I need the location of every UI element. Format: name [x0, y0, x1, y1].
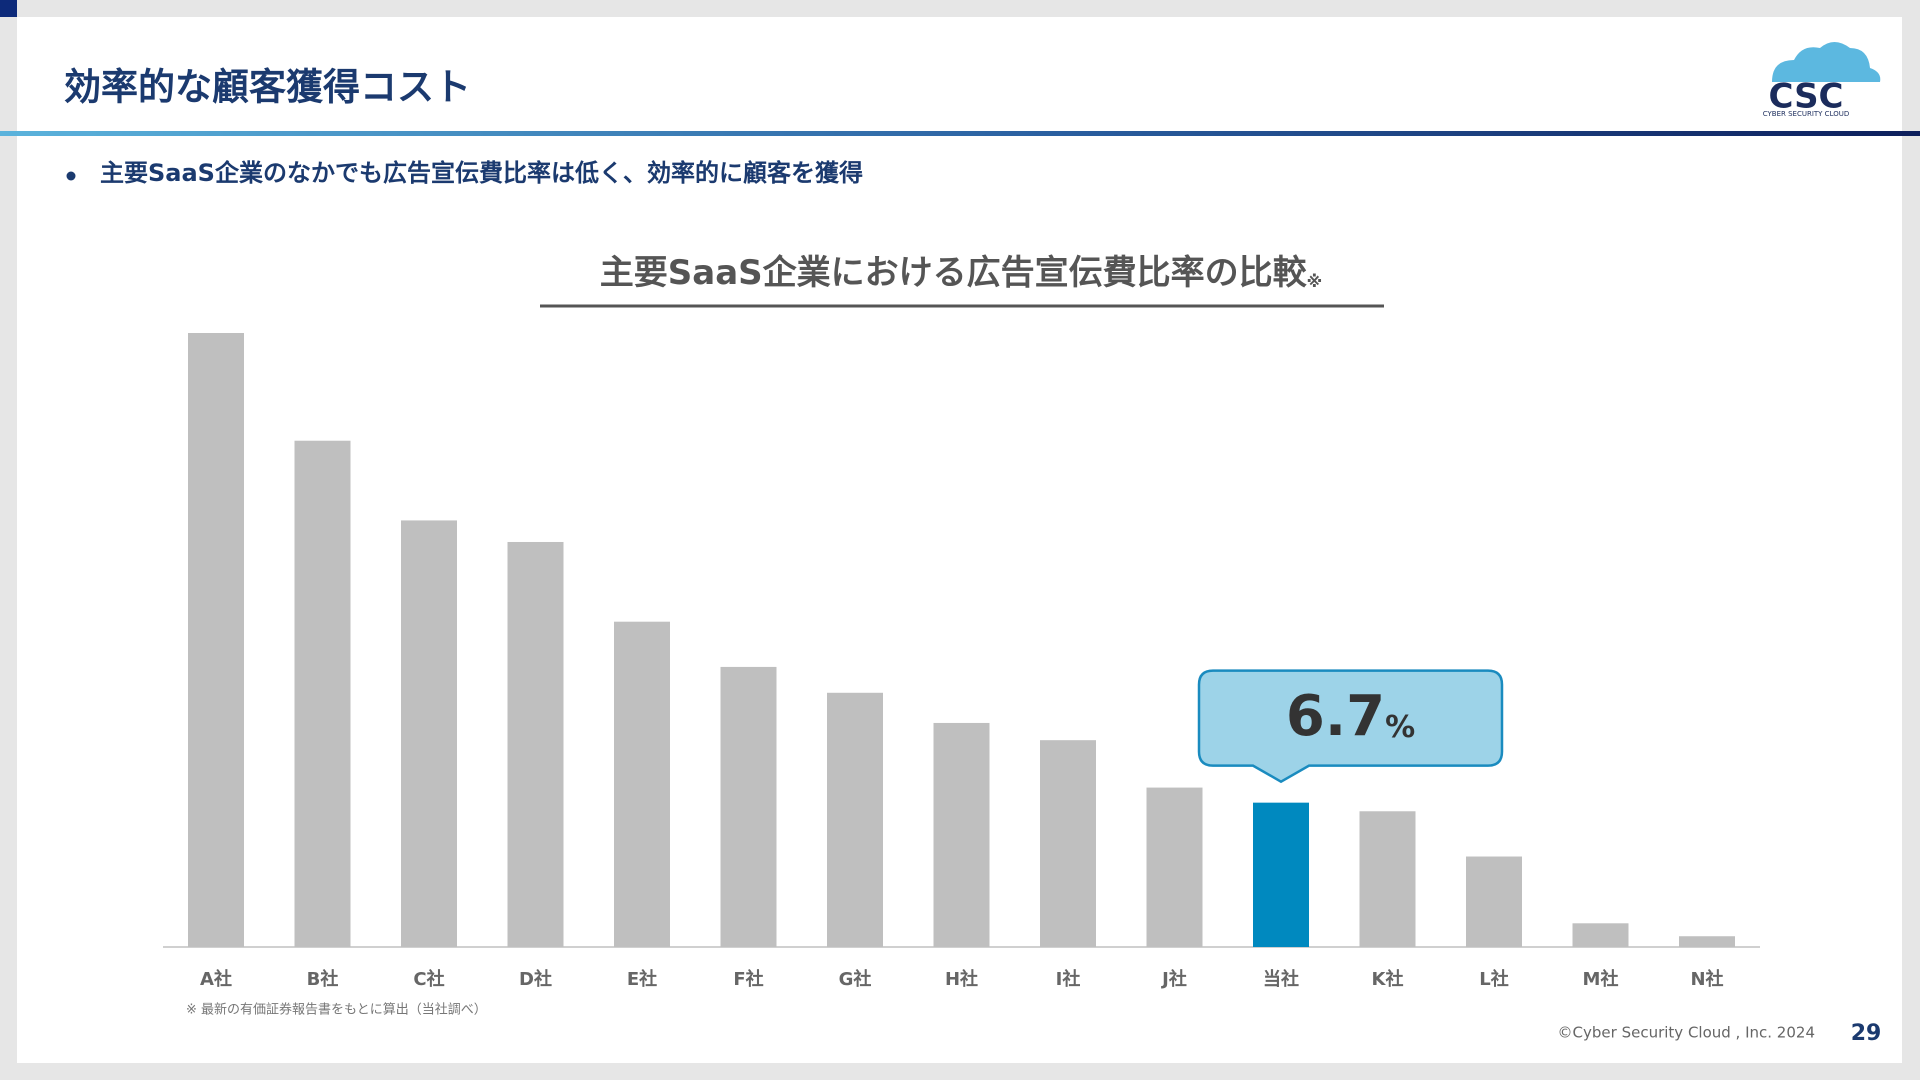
x-tick-label: N社 — [1690, 968, 1723, 990]
logo-name: CYBER SECURITY CLOUD — [1763, 110, 1850, 118]
bar — [1146, 787, 1203, 947]
logo: CSC CYBER SECURITY CLOUD — [1763, 42, 1881, 118]
logo-mark: CSC — [1768, 77, 1843, 117]
corner-mark — [0, 0, 17, 17]
title-rule — [0, 131, 1920, 136]
bar — [1466, 856, 1522, 947]
bar — [507, 541, 564, 947]
x-tick-label: I社 — [1056, 968, 1081, 990]
bar — [401, 520, 457, 947]
bullet-text: 主要SaaS企業のなかでも広告宣伝費比率は低く、効率的に顧客を獲得 — [100, 159, 863, 187]
chart-title-mark: ※ — [1307, 272, 1323, 291]
x-tick-label: 当社 — [1263, 968, 1299, 990]
footnote: ※ 最新の有価証券報告書をもとに算出（当社調べ） — [186, 1002, 487, 1018]
x-tick-label: A社 — [200, 968, 232, 990]
x-tick-label: B社 — [307, 968, 339, 990]
chart-title-text: 主要SaaS企業における広告宣伝費比率の比較 — [600, 253, 1308, 293]
bar — [1359, 811, 1416, 947]
callout — [1197, 669, 1504, 784]
data-label: 6.7% — [1286, 684, 1415, 749]
x-tick-label: J社 — [1160, 968, 1187, 990]
x-tick-label: C社 — [413, 968, 444, 990]
page-number: 29 — [1851, 1021, 1882, 1046]
chart-title: 主要SaaS企業における広告宣伝費比率の比較※ — [600, 253, 1322, 293]
bar — [1253, 802, 1309, 947]
data-label-unit: % — [1385, 710, 1415, 745]
x-tick-label: G社 — [839, 968, 872, 990]
bar — [614, 621, 670, 947]
data-label-value: 6.7 — [1286, 684, 1385, 749]
x-tick-label: F社 — [733, 968, 763, 990]
x-tick-label: E社 — [627, 968, 657, 990]
x-tick-label: H社 — [945, 968, 978, 990]
x-tick-label: M社 — [1583, 968, 1619, 990]
bullet-dot — [66, 171, 76, 181]
bar — [294, 440, 351, 947]
bar — [933, 722, 990, 947]
bar — [720, 666, 777, 947]
bar — [1679, 936, 1735, 947]
copyright: ©Cyber Security Cloud , Inc. 2024 — [1558, 1024, 1815, 1042]
x-tick-label: D社 — [519, 968, 552, 990]
bar — [1040, 740, 1096, 947]
bar — [188, 333, 244, 947]
x-tick-label: L社 — [1479, 968, 1508, 990]
bar — [827, 692, 883, 947]
bar — [1572, 923, 1629, 947]
slide-title: 効率的な顧客獲得コスト — [64, 66, 471, 109]
x-tick-label: K社 — [1372, 968, 1404, 990]
